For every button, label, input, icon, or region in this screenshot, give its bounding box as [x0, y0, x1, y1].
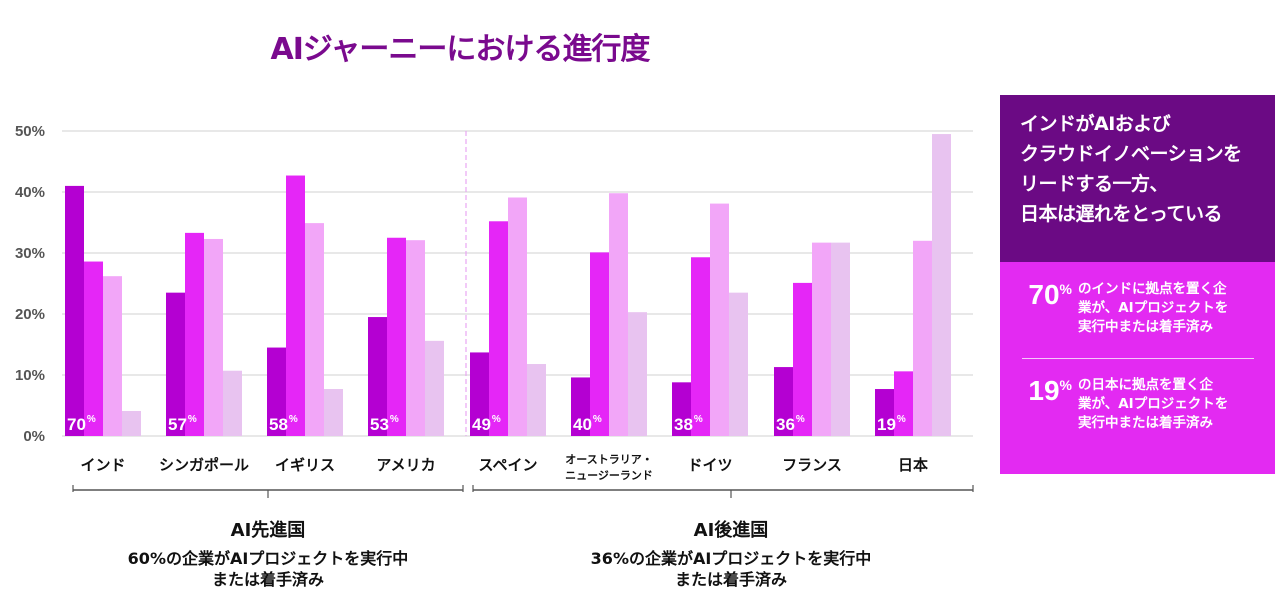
stats-panel: 70% のインドに拠点を置く企 業が、AIプロジェクトを 実行中または着手済み …	[1000, 262, 1275, 474]
group-lagging: AI後進国 36%の企業がAIプロジェクトを実行中 または着手済み	[531, 516, 931, 590]
x-tick-label: インド	[80, 456, 125, 474]
bar-series-3	[103, 276, 122, 436]
bar-summary-label: 36	[776, 415, 795, 434]
bar-summary-label: 58	[269, 415, 288, 434]
x-tick-label: アメリカ	[376, 456, 435, 474]
bar-series-3	[812, 242, 831, 436]
bar-summary-label: 49	[472, 415, 491, 434]
bar-series-2	[84, 261, 103, 436]
bar-series-3	[609, 193, 628, 436]
bar-series-2	[691, 257, 710, 436]
bar-series-3	[305, 223, 324, 436]
bar-series-1	[571, 377, 590, 436]
bar-series-1	[368, 317, 387, 436]
headline-line: 日本は遅れをとっている	[1020, 203, 1222, 225]
x-tick-label: 日本	[898, 456, 928, 474]
bar-series-4	[425, 340, 444, 436]
bar-summary-label: 38	[674, 415, 693, 434]
bar-series-2	[590, 252, 609, 436]
x-tick-label: オーストラリア・	[565, 453, 652, 466]
bar-series-2	[489, 221, 508, 436]
bar-series-4	[628, 312, 647, 436]
bar-series-4	[324, 389, 343, 436]
bar-series-4	[122, 410, 141, 436]
stat-japan-text: の日本に拠点を置く企 業が、AIプロジェクトを 実行中または着手済み	[1078, 377, 1229, 431]
bar-summary-suffix: %	[289, 414, 298, 425]
bar-series-4	[729, 292, 748, 436]
group-lagging-title: AI後進国	[693, 520, 769, 541]
x-tick-label: フランス	[782, 456, 842, 474]
stat-japan-value: 19%	[1028, 375, 1072, 406]
bar-series-1	[267, 347, 286, 436]
bar-series-2	[387, 237, 406, 436]
bar-series-4	[527, 364, 546, 436]
bar-summary-suffix: %	[188, 414, 197, 425]
bar-series-3	[508, 197, 527, 436]
y-tick-label: 10%	[15, 367, 45, 384]
y-tick-label: 30%	[15, 245, 45, 262]
group-lagging-desc-line2: または着手済み	[674, 570, 787, 589]
bar-summary-label: 19	[877, 415, 896, 434]
bar-series-2	[286, 175, 305, 436]
bar-summary-suffix: %	[694, 414, 703, 425]
bar-series-3	[204, 238, 223, 436]
stats-divider	[1022, 358, 1254, 359]
bar-series-1	[875, 389, 894, 436]
stat-india: 70% のインドに拠点を置く企 業が、AIプロジェクトを 実行中または着手済み	[1000, 280, 1275, 337]
bar-summary-label: 53	[370, 415, 389, 434]
bar-series-4	[831, 242, 850, 436]
bar-summary-suffix: %	[593, 414, 602, 425]
bar-series-1	[774, 367, 793, 436]
bar-series-3	[710, 203, 729, 436]
bar-summary-suffix: %	[390, 414, 399, 425]
bar-series-2	[894, 371, 913, 436]
bar-summary-suffix: %	[796, 414, 805, 425]
x-tick-label: ドイツ	[687, 456, 732, 474]
bar-summary-label: 40	[573, 415, 592, 434]
y-tick-label: 0%	[23, 428, 45, 445]
y-tick-label: 50%	[15, 123, 45, 140]
headline-panel: インドがAIおよび クラウドイノベーションを リードする一方、 日本は遅れをとっ…	[1000, 95, 1275, 262]
bar-series-4	[932, 134, 951, 437]
bar-summary-suffix: %	[87, 414, 96, 425]
x-tick-label: スペイン	[479, 456, 538, 474]
bar-chart: 0% 10% 20% 30% 40% 50% 70 % インド 57 % シンガポール 58 % イギリス 5…	[15, 123, 974, 498]
group-advanced-title: AI先進国	[230, 520, 306, 541]
group-advanced-desc-line1: 60%の企業がAIプロジェクトを実行中	[127, 549, 409, 568]
bar-series-3	[913, 240, 932, 436]
bar-summary-suffix: %	[492, 414, 501, 425]
bar-series-4	[223, 370, 242, 436]
x-tick-label: イギリス	[275, 456, 335, 474]
bar-series-2	[185, 232, 204, 436]
headline-line: リードする一方、	[1020, 173, 1169, 195]
bar-series-1	[65, 185, 84, 436]
bar-series-1	[672, 382, 691, 436]
group-advanced: AI先進国 60%の企業がAIプロジェクトを実行中 または着手済み	[68, 516, 468, 590]
x-tick-label: ニュージーランド	[565, 469, 653, 482]
bar-series-3	[406, 240, 425, 436]
y-tick-label: 40%	[15, 184, 45, 201]
bar-summary-label: 57	[168, 415, 187, 434]
headline-line: インドがAIおよび	[1020, 113, 1171, 135]
bar-series-1	[470, 352, 489, 436]
bar-summary-label: 70	[67, 415, 86, 434]
bar-series-2	[793, 282, 812, 436]
x-tick-label: シンガポール	[159, 456, 249, 474]
headline-line: クラウドイノベーションを	[1020, 143, 1242, 165]
stat-india-text: のインドに拠点を置く企 業が、AIプロジェクトを 実行中または着手済み	[1078, 281, 1229, 335]
group-lagging-desc-line1: 36%の企業がAIプロジェクトを実行中	[590, 549, 872, 568]
bar-series-1	[166, 292, 185, 436]
bar-summary-suffix: %	[897, 414, 906, 425]
stat-japan: 19% の日本に拠点を置く企 業が、AIプロジェクトを 実行中または着手済み	[1000, 376, 1275, 433]
chart-title: AIジャーニーにおける進行度	[270, 32, 651, 67]
stat-india-value: 70%	[1028, 279, 1072, 310]
group-advanced-desc-line2: または着手済み	[211, 570, 324, 589]
y-tick-label: 20%	[15, 306, 45, 323]
